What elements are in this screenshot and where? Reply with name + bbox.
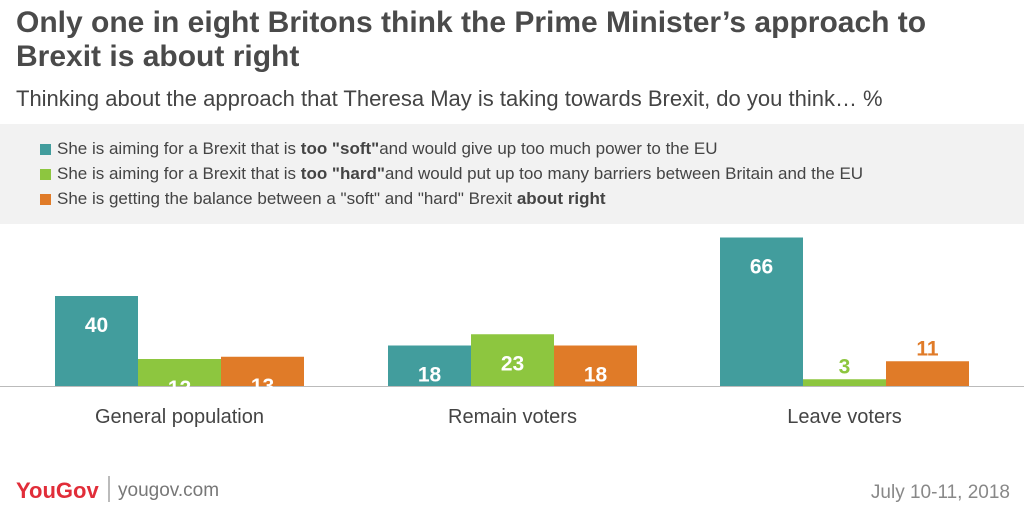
data-label: 40 [85, 314, 108, 337]
bar-too-hard [471, 334, 554, 386]
bar-too-soft [388, 345, 471, 386]
legend-text-bold: too "hard" [300, 164, 385, 183]
data-label: 18 [584, 364, 608, 387]
page-title: Only one in eight Britons think the Prim… [16, 6, 927, 73]
data-label: 3 [839, 355, 851, 378]
legend-item-too-hard: She is aiming for a Brexit that is too "… [40, 163, 863, 185]
chart-subtitle: Thinking about the approach that Theresa… [16, 86, 883, 111]
bar-too-soft [720, 237, 803, 386]
data-label: 12 [168, 377, 191, 400]
data-label: 11 [916, 337, 939, 360]
bar-chart: 40 12 13 General population 18 23 18 Remain vot… [0, 237, 1024, 428]
category-label: Leave voters [787, 406, 902, 428]
legend-text-post: and would put up too many barriers betwe… [384, 164, 864, 183]
legend-item-too-soft: She is aiming for a Brexit that is too "… [40, 138, 718, 160]
category-label: General population [95, 406, 264, 428]
footer-site[interactable]: yougov.com [118, 480, 220, 501]
legend-text-bold: about right [516, 189, 606, 208]
legend-swatch-too-hard [40, 168, 51, 180]
legend-text-pre: She is aiming for a Brexit that is [57, 164, 297, 183]
data-label: 18 [418, 364, 442, 387]
bar-about-right [886, 361, 969, 386]
legend-swatch-about-right [40, 193, 51, 205]
data-label: 23 [501, 352, 524, 375]
bar-about-right [221, 356, 304, 386]
bar-too-hard [803, 379, 886, 386]
legend-text-pre: She is aiming for a Brexit that is [57, 139, 297, 158]
bar-too-soft [55, 296, 138, 386]
category-label: Remain voters [448, 406, 577, 428]
data-label: 13 [251, 375, 274, 398]
bar-too-hard [138, 359, 221, 386]
legend-item-about-right: She is getting the balance between a "so… [40, 188, 606, 210]
bar-about-right [554, 345, 637, 386]
data-label: 66 [750, 256, 773, 279]
footer-divider [108, 476, 110, 502]
yougov-logo: YouGov [16, 478, 99, 503]
legend-swatch-too-soft [40, 143, 51, 155]
footer-date: July 10-11, 2018 [870, 482, 1010, 503]
legend: She is aiming for a Brexit that is too "… [0, 124, 1024, 224]
legend-text-bold: too "soft" [300, 139, 380, 158]
legend-text-pre: She is getting the balance between a "so… [57, 189, 513, 208]
legend-text-post: and would give up too much power to the … [379, 139, 718, 158]
